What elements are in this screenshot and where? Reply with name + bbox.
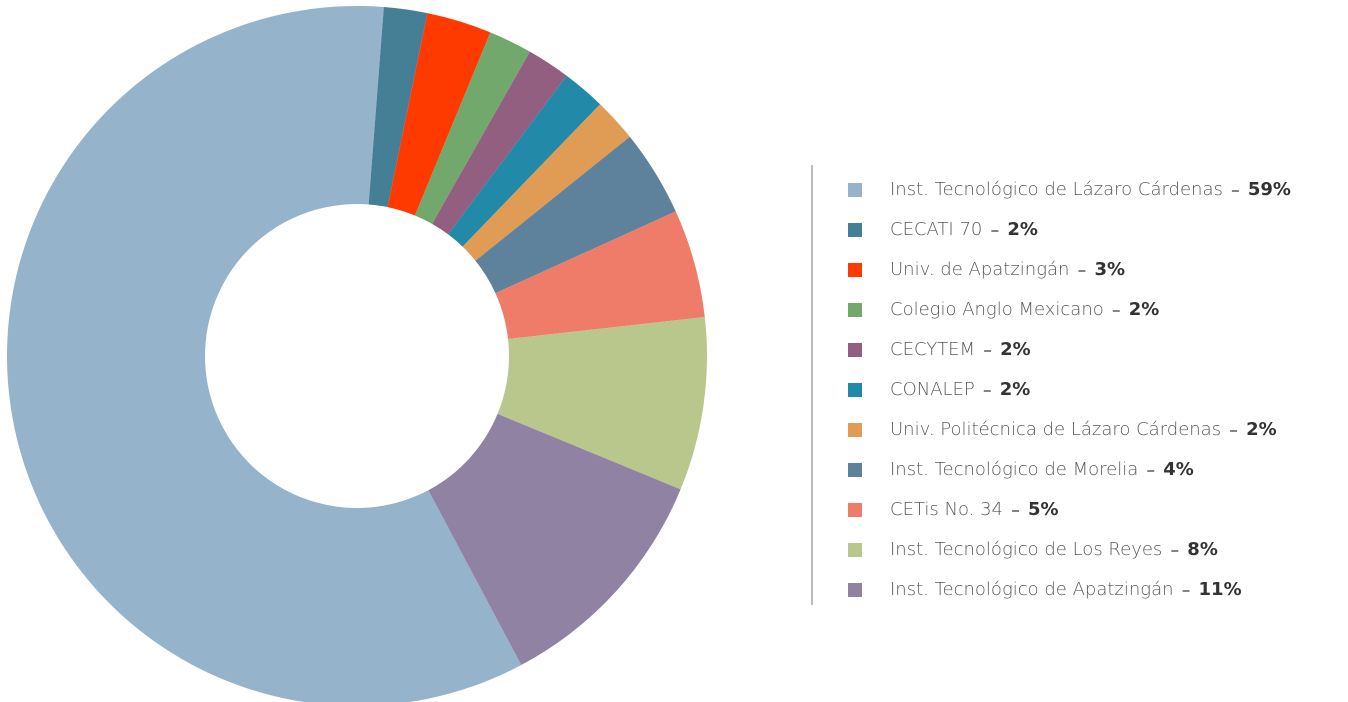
donut-slice bbox=[428, 413, 681, 666]
legend-value: 8% bbox=[1187, 539, 1218, 560]
donut-slice bbox=[495, 211, 705, 340]
legend-swatch bbox=[848, 303, 862, 317]
legend-label: Inst. Tecnológico de Lázaro Cárdenas bbox=[890, 179, 1223, 200]
legend-label: CETis No. 34 bbox=[890, 499, 1003, 520]
legend-swatch bbox=[848, 183, 862, 197]
legend-label: CECATI 70 bbox=[890, 219, 982, 240]
donut-slice bbox=[462, 104, 630, 261]
legend-label: Inst. Tecnológico de Apatzingán bbox=[890, 579, 1174, 600]
legend-value: 59% bbox=[1248, 179, 1291, 200]
legend-swatch bbox=[848, 463, 862, 477]
legend-swatch bbox=[848, 343, 862, 357]
legend-label: Univ. de Apatzingán bbox=[890, 259, 1069, 280]
legend-value: 4% bbox=[1163, 459, 1194, 480]
legend-value: 3% bbox=[1094, 259, 1125, 280]
donut-slice bbox=[475, 136, 676, 294]
legend-swatch bbox=[848, 383, 862, 397]
legend-label: Univ. Politécnica de Lázaro Cárdenas bbox=[890, 419, 1221, 440]
donut-slice bbox=[497, 316, 707, 490]
legend-value: 2% bbox=[1000, 379, 1031, 400]
legend-value: 2% bbox=[1129, 299, 1160, 320]
donut-slice bbox=[414, 32, 530, 224]
donut-slice bbox=[7, 6, 522, 702]
legend-label: Colegio Anglo Mexicano bbox=[890, 299, 1104, 320]
legend-swatch bbox=[848, 263, 862, 277]
legend-label: Inst. Tecnológico de Los Reyes bbox=[890, 539, 1162, 560]
legend-value: 2% bbox=[1007, 219, 1038, 240]
legend-value: 5% bbox=[1028, 499, 1059, 520]
legend-swatch bbox=[848, 503, 862, 517]
legend-value: 2% bbox=[1246, 419, 1277, 440]
legend-value: 2% bbox=[1000, 339, 1031, 360]
donut-slice bbox=[387, 13, 491, 216]
legend-label: CONALEP bbox=[890, 379, 975, 400]
legend-swatch bbox=[848, 583, 862, 597]
legend-value: 11% bbox=[1199, 579, 1242, 600]
legend-swatch bbox=[848, 543, 862, 557]
legend-label: CECYTEM bbox=[890, 339, 975, 360]
legend-swatch bbox=[848, 423, 862, 437]
donut-slice bbox=[448, 75, 601, 247]
donut-slice bbox=[432, 51, 567, 235]
legend-label: Inst. Tecnológico de Morelia bbox=[890, 459, 1138, 480]
donut-slice bbox=[368, 7, 428, 208]
legend-swatch bbox=[848, 223, 862, 237]
